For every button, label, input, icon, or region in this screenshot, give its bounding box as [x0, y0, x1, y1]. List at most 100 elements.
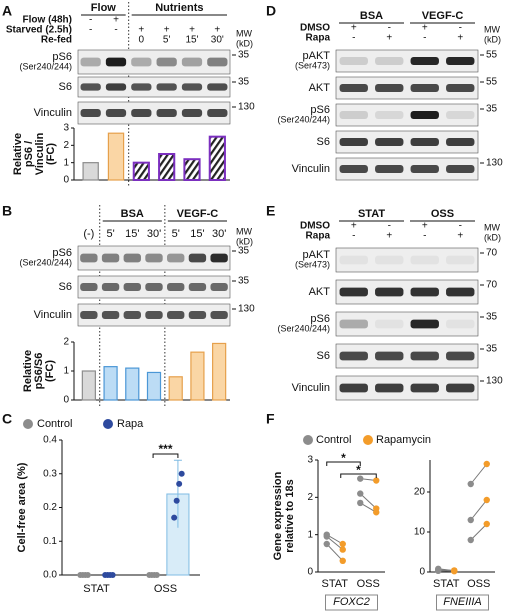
mw-label: 130 [486, 158, 503, 169]
blot-band [446, 138, 475, 146]
blot-band [210, 253, 228, 263]
panel-letter: F [266, 411, 275, 427]
blot-band [339, 165, 368, 173]
mw-header: MW [484, 24, 500, 34]
y-tick-label: 1 [63, 366, 69, 377]
blot-band [80, 57, 101, 67]
blot-strip [77, 76, 231, 98]
mw-label: 35 [486, 344, 498, 355]
data-point [84, 572, 91, 578]
blot-band [101, 283, 120, 291]
y-tick-label: 3 [307, 455, 313, 466]
y-tick-label: 1 [63, 157, 69, 168]
data-point [373, 509, 380, 516]
blot-band [167, 253, 185, 263]
blot-band [446, 255, 475, 265]
condition-sign: + [113, 15, 119, 26]
group-label: VEGF-C [177, 208, 219, 220]
condition-sign: - [388, 221, 391, 232]
blot-band [188, 283, 207, 291]
blot-band [210, 283, 228, 291]
data-point [339, 540, 346, 548]
blot-strip [335, 76, 479, 100]
blot-band [80, 311, 98, 319]
row-label: pS6 [310, 313, 330, 325]
lane-label: 15' [125, 228, 139, 240]
data-point [467, 480, 474, 488]
mw-header: (kD) [236, 236, 253, 246]
data-point [171, 514, 178, 521]
blot-band [181, 57, 203, 67]
row-label: pS6 [52, 51, 72, 63]
y-tick-label: 10 [414, 527, 426, 538]
group-label: OSS [431, 208, 454, 220]
blot-band [207, 57, 228, 67]
blot-band [410, 287, 439, 297]
blot-band [131, 83, 152, 91]
blot-band [375, 351, 404, 361]
condition-sign: - [423, 33, 426, 44]
blot-strip [335, 49, 479, 73]
x-label-box [436, 594, 489, 611]
blot-band [188, 253, 207, 263]
data-point [176, 480, 183, 487]
group-label: VEGF-C [422, 10, 464, 22]
legend-label: Control [37, 418, 72, 430]
blot-band [375, 57, 404, 65]
blot-band [410, 111, 439, 119]
blot-band [156, 83, 177, 91]
row-sublabel: (Ser240/244) [19, 61, 72, 71]
mw-label: 35 [238, 50, 250, 61]
blot-band [339, 255, 368, 265]
lane-label: 15' [190, 228, 204, 240]
condition-label: Rapa [306, 231, 331, 242]
blot-band [339, 111, 368, 119]
blot-band [80, 109, 101, 117]
condition-sign: - [423, 231, 426, 242]
data-point [467, 516, 474, 524]
condition-label: DMSO [300, 221, 330, 232]
bar [212, 342, 227, 401]
data-point [357, 475, 364, 482]
y-tick-label: 0 [63, 175, 69, 186]
annotation: *** [158, 442, 172, 456]
legend-label: Control [316, 434, 351, 446]
row-label: Vinculin [34, 309, 72, 321]
blot-strip [77, 49, 231, 75]
blot-strip [335, 157, 479, 181]
blot-band [339, 383, 368, 393]
condition-sign: + [457, 33, 463, 44]
bar [146, 371, 162, 401]
condition-sign: + [422, 23, 428, 34]
y-axis-label: relative to 18s [284, 479, 296, 552]
blot-band [210, 311, 228, 319]
significance-bracket [326, 461, 361, 466]
mw-header: MW [236, 28, 252, 38]
mw-header: (kD) [484, 34, 501, 44]
blot-band [410, 383, 439, 393]
lane-label: 30' [147, 228, 161, 240]
y-tick-label: 2 [307, 492, 313, 503]
pair-line [326, 543, 344, 562]
condition-sign: + [351, 221, 357, 232]
mw-label: 130 [486, 376, 503, 387]
condition-sign: + [457, 231, 463, 242]
blot-band [167, 283, 185, 291]
y-axis-label: Vinculin [34, 132, 46, 175]
pair-line [326, 536, 344, 550]
bar [190, 351, 205, 401]
annotation: * [356, 463, 361, 477]
x-label-box [325, 594, 378, 611]
blot-band [446, 351, 475, 361]
blot-band [156, 109, 177, 117]
bar [158, 153, 176, 181]
annotation: * [341, 451, 346, 465]
row-sublabel: (Ser240/244) [277, 323, 330, 333]
significance-bracket [340, 473, 377, 478]
bar [103, 366, 118, 401]
y-axis-label: pS6 / [23, 141, 35, 167]
blot-band [446, 84, 475, 92]
row-label: pAKT [302, 50, 330, 62]
x-tick-label: STAT [83, 583, 110, 595]
legend-label: Rapamycin [376, 434, 431, 446]
